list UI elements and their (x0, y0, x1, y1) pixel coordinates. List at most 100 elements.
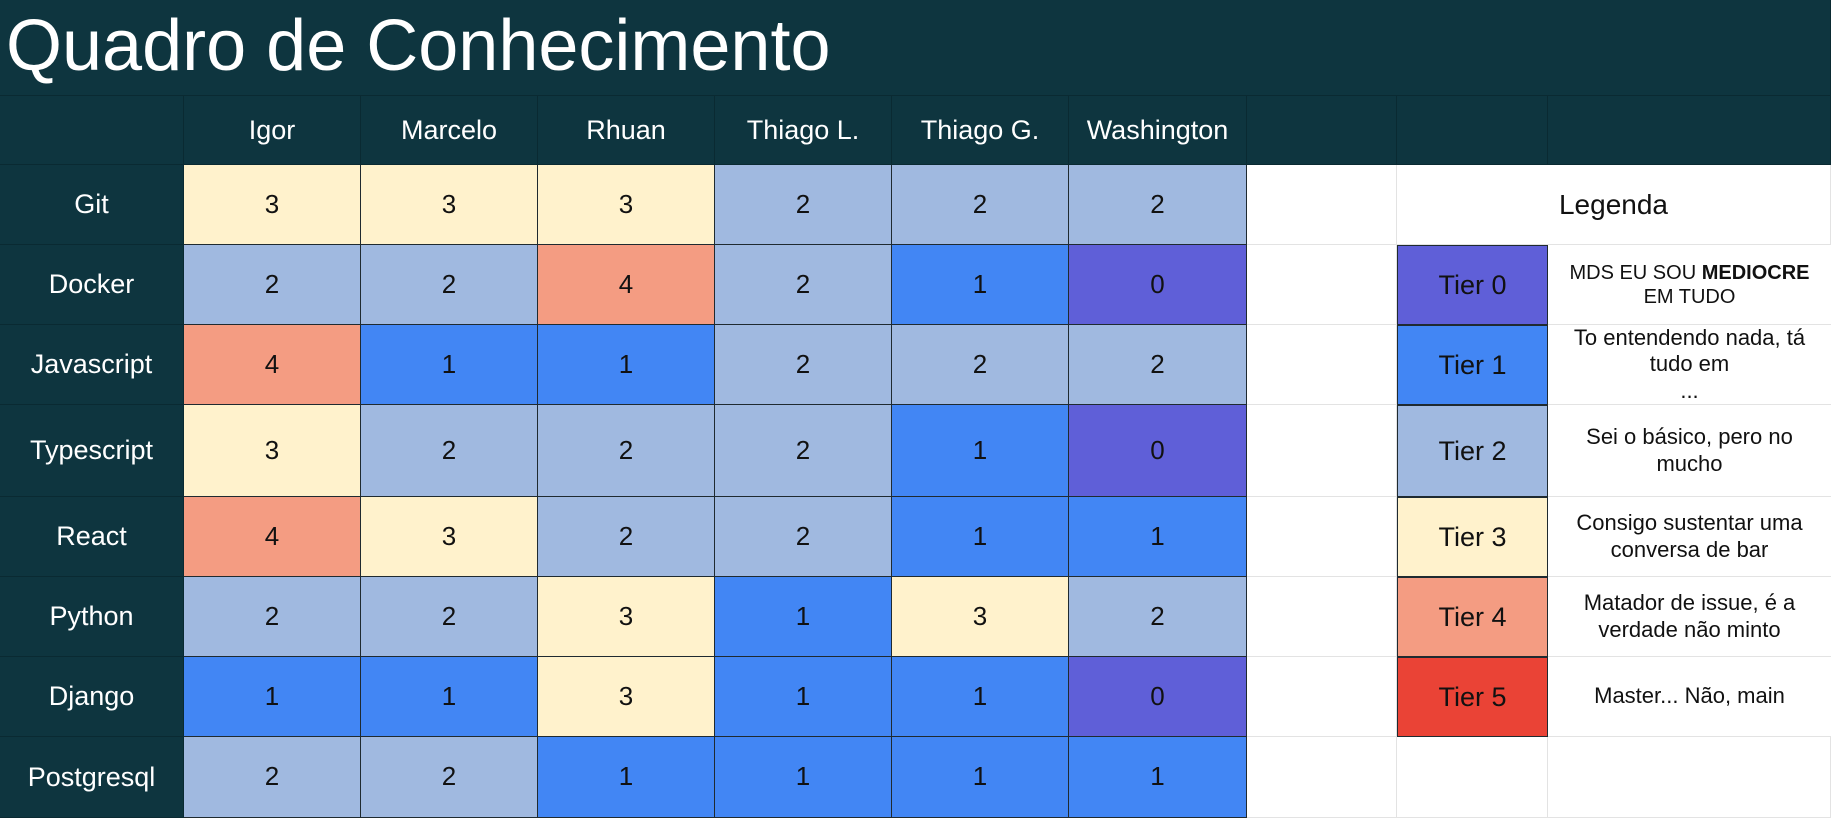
score-cell[interactable]: 1 (715, 657, 892, 737)
legend-tier-1: Tier 1 (1397, 325, 1548, 405)
score-cell[interactable]: 3 (538, 657, 715, 737)
score-cell[interactable]: 2 (1069, 325, 1247, 405)
empty-cell[interactable] (1247, 165, 1397, 245)
score-cell[interactable]: 2 (538, 497, 715, 577)
text-span: MDS EU SOU (1569, 261, 1702, 284)
score-cell[interactable]: 3 (538, 165, 715, 245)
row-label-typescript[interactable]: Typescript (0, 405, 184, 497)
score-cell[interactable]: 1 (892, 405, 1069, 497)
column-header-igor[interactable]: Igor (184, 96, 361, 165)
score-cell[interactable]: 2 (361, 737, 538, 818)
column-header-washington[interactable]: Washington (1069, 96, 1247, 165)
empty-cell[interactable] (1247, 325, 1397, 405)
legend-tier-4: Tier 4 (1397, 577, 1548, 657)
legend-description-line: conversa de bar (1610, 536, 1769, 562)
column-header-rhuan[interactable]: Rhuan (538, 96, 715, 165)
legend-tier-2: Tier 2 (1397, 405, 1548, 497)
score-cell[interactable]: 1 (715, 577, 892, 657)
score-cell[interactable]: 2 (184, 245, 361, 325)
empty-cell[interactable] (1548, 737, 1831, 818)
score-cell[interactable]: 1 (538, 737, 715, 818)
legend-description: Master... Não, main (1548, 657, 1831, 737)
row-label-javascript[interactable]: Javascript (0, 325, 184, 405)
score-cell[interactable]: 1 (1069, 497, 1247, 577)
score-cell[interactable]: 3 (361, 165, 538, 245)
score-cell[interactable]: 4 (184, 497, 361, 577)
score-cell[interactable]: 0 (1069, 657, 1247, 737)
header-empty-cell (1548, 96, 1831, 165)
legend-description-line: ... (1680, 377, 1699, 403)
score-cell[interactable]: 2 (361, 245, 538, 325)
score-cell[interactable]: 1 (892, 657, 1069, 737)
score-cell[interactable]: 2 (538, 405, 715, 497)
empty-cell[interactable] (1247, 497, 1397, 577)
score-cell[interactable]: 2 (184, 737, 361, 818)
score-cell[interactable]: 2 (892, 325, 1069, 405)
score-cell[interactable]: 2 (892, 165, 1069, 245)
legend-description-line: Master... Não, main (1594, 683, 1785, 709)
legend-description-line: verdade não minto (1598, 616, 1781, 642)
score-cell[interactable]: 4 (538, 245, 715, 325)
row-label-postgresql[interactable]: Postgresql (0, 737, 184, 818)
text-span: EM TUDO (1643, 285, 1736, 308)
empty-cell[interactable] (1247, 657, 1397, 737)
score-cell[interactable]: 3 (184, 165, 361, 245)
empty-cell[interactable] (1247, 405, 1397, 497)
score-cell[interactable]: 2 (715, 497, 892, 577)
legend-title: Legenda (1397, 165, 1831, 245)
score-cell[interactable]: 1 (715, 737, 892, 818)
legend-description-line: Matador de issue, é a (1583, 590, 1796, 616)
score-cell[interactable]: 1 (892, 737, 1069, 818)
empty-cell[interactable] (1247, 577, 1397, 657)
score-cell[interactable]: 3 (892, 577, 1069, 657)
column-header-marcelo[interactable]: Marcelo (361, 96, 538, 165)
legend-description-line: Sei o básico, pero no (1586, 424, 1793, 450)
column-header-thiagol[interactable]: Thiago L. (715, 96, 892, 165)
row-label-react[interactable]: React (0, 497, 184, 577)
score-cell[interactable]: 4 (184, 325, 361, 405)
score-cell[interactable]: 2 (184, 577, 361, 657)
score-cell[interactable]: 1 (184, 657, 361, 737)
score-cell[interactable]: 0 (1069, 245, 1247, 325)
score-cell[interactable]: 1 (361, 657, 538, 737)
score-cell[interactable]: 2 (715, 325, 892, 405)
score-cell[interactable]: 2 (361, 577, 538, 657)
legend-description-line: tudo em (1649, 351, 1730, 377)
score-cell[interactable]: 1 (1069, 737, 1247, 818)
score-cell[interactable]: 2 (1069, 577, 1247, 657)
header-empty-cell (1247, 96, 1397, 165)
row-label-python[interactable]: Python (0, 577, 184, 657)
legend-description: Consigo sustentar uma conversa de bar (1548, 497, 1831, 577)
legend-description: Sei o básico, pero no mucho (1548, 405, 1831, 497)
title-band (0, 0, 1831, 96)
emphasis-text: MEDIOCRE (1701, 261, 1810, 284)
score-cell[interactable]: 3 (361, 497, 538, 577)
column-header-thiagog[interactable]: Thiago G. (892, 96, 1069, 165)
header-corner (0, 96, 184, 165)
legend-description: Matador de issue, é a verdade não minto (1548, 577, 1831, 657)
legend-description-line: Consigo sustentar uma (1576, 510, 1803, 536)
score-cell[interactable]: 2 (715, 405, 892, 497)
score-cell[interactable]: 3 (538, 577, 715, 657)
empty-cell[interactable] (1247, 737, 1397, 818)
score-cell[interactable]: 1 (892, 245, 1069, 325)
score-cell[interactable]: 1 (538, 325, 715, 405)
score-cell[interactable]: 2 (1069, 165, 1247, 245)
score-cell[interactable]: 3 (184, 405, 361, 497)
score-cell[interactable]: 1 (361, 325, 538, 405)
score-cell[interactable]: 2 (715, 165, 892, 245)
legend-description-line: To entendendo nada, tá (1573, 324, 1806, 350)
score-cell[interactable]: 2 (361, 405, 538, 497)
legend-description: MDS EU SOU MEDIOCRE EM TUDO (1548, 245, 1831, 325)
empty-cell[interactable] (1397, 737, 1548, 818)
header-empty-cell (1397, 96, 1548, 165)
row-label-git[interactable]: Git (0, 165, 184, 245)
score-cell[interactable]: 0 (1069, 405, 1247, 497)
row-label-django[interactable]: Django (0, 657, 184, 737)
legend-description-line: mucho (1656, 450, 1723, 476)
empty-cell[interactable] (1247, 245, 1397, 325)
row-label-docker[interactable]: Docker (0, 245, 184, 325)
score-cell[interactable]: 1 (892, 497, 1069, 577)
score-cell[interactable]: 2 (715, 245, 892, 325)
